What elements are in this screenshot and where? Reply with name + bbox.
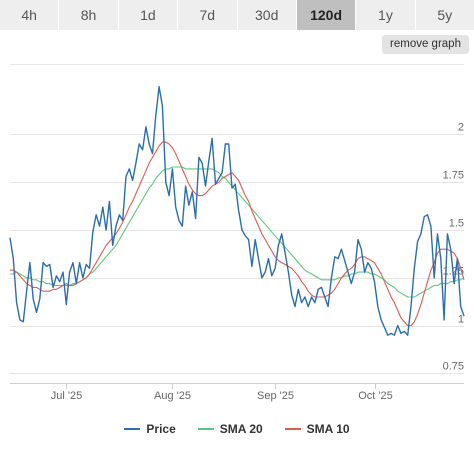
- tab-1y[interactable]: 1y: [356, 0, 416, 30]
- legend-item-price[interactable]: Price: [124, 422, 176, 436]
- y-tick-label-3: 1.5: [449, 218, 464, 230]
- timeframe-tabs: 4h 8h 1d 7d 30d 120d 1y 5y: [0, 0, 474, 30]
- legend-label-price: Price: [146, 422, 176, 436]
- tab-5y[interactable]: 5y: [415, 0, 474, 30]
- tab-120d[interactable]: 120d: [296, 0, 357, 30]
- x-tick-label-3: Oct '25: [358, 390, 393, 402]
- remove-graph-button[interactable]: remove graph: [382, 35, 469, 54]
- y-tick-label-4: 1.75: [443, 170, 464, 182]
- tab-8h[interactable]: 8h: [59, 0, 119, 30]
- tab-7d[interactable]: 7d: [178, 0, 238, 30]
- x-tick-label-0: Jul '25: [51, 390, 82, 402]
- chart-legend: Price SMA 20 SMA 10: [0, 419, 474, 439]
- tab-1d[interactable]: 1d: [118, 0, 179, 30]
- y-tick-label-5: 2: [458, 122, 464, 134]
- legend-label-sma20: SMA 20: [219, 422, 263, 436]
- series-line-price: [9, 86, 465, 336]
- tab-30d[interactable]: 30d: [237, 0, 297, 30]
- legend-swatch-sma10: [284, 428, 301, 430]
- y-tick-label-0: 0.75: [443, 361, 464, 373]
- x-tick-label-2: Sep '25: [257, 390, 294, 402]
- x-tick-label-1: Aug '25: [154, 390, 191, 402]
- legend-swatch-price: [124, 428, 141, 430]
- legend-swatch-sma20: [197, 428, 214, 430]
- series-line-sma-20: [10, 166, 465, 298]
- legend-item-sma20[interactable]: SMA 20: [197, 422, 263, 436]
- legend-label-sma10: SMA 10: [306, 422, 350, 436]
- tab-4h[interactable]: 4h: [0, 0, 60, 30]
- series-line-sma-10: [10, 141, 465, 327]
- y-tick-label-1: 1: [458, 314, 464, 326]
- legend-item-sma10[interactable]: SMA 10: [284, 422, 350, 436]
